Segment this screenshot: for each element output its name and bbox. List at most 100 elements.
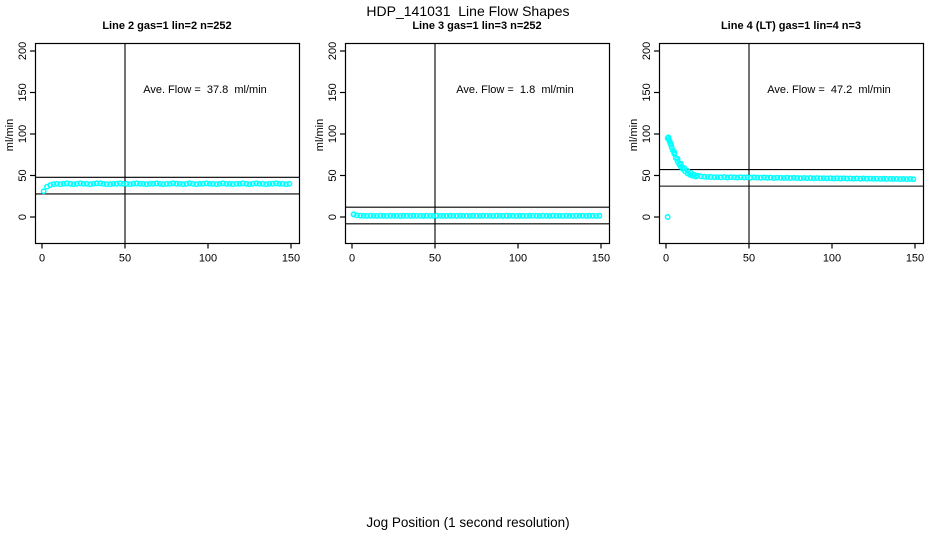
data-point: [70, 181, 77, 188]
y-tick-label: 100: [641, 125, 653, 143]
data-point: [80, 180, 87, 187]
ave-flow-annotation-line4: Ave. Flow = 47.2 ml/min: [767, 84, 891, 96]
data-point: [473, 212, 480, 219]
data-point: [354, 212, 360, 219]
data-point: [556, 212, 563, 219]
data-point: [87, 181, 94, 188]
data-point: [423, 212, 430, 219]
x-tick-label: 50: [119, 253, 131, 265]
data-point: [239, 180, 246, 187]
data-point: [173, 180, 180, 187]
data-point: [393, 212, 400, 219]
y-tick-label: 100: [327, 125, 339, 143]
data-point: [529, 212, 536, 219]
data-point: [764, 174, 771, 181]
data-point: [150, 180, 157, 187]
data-point: [160, 181, 167, 188]
data-point: [903, 176, 910, 183]
y-tick-label: 100: [17, 125, 29, 143]
data-point: [536, 212, 543, 219]
data-point: [166, 180, 173, 187]
data-point: [190, 180, 197, 187]
data-point: [834, 175, 840, 182]
data-point: [847, 175, 854, 182]
data-point: [50, 181, 57, 188]
data-point: [767, 174, 774, 181]
data-point: [180, 181, 187, 188]
data-point: [890, 176, 897, 182]
data-point: [893, 175, 900, 182]
data-point: [579, 212, 586, 219]
data-point: [817, 175, 824, 182]
data-point: [90, 180, 97, 187]
x-tick-label: 50: [429, 253, 441, 265]
data-point: [176, 180, 183, 187]
data-point: [57, 181, 64, 188]
data-point: [373, 212, 380, 219]
x-tick-label: 100: [823, 253, 841, 265]
data-point: [721, 174, 728, 180]
data-point: [246, 181, 253, 188]
data-point: [229, 181, 236, 188]
data-point: [887, 175, 894, 182]
data-point: [907, 176, 913, 182]
data-point: [130, 180, 137, 187]
data-point: [559, 212, 566, 219]
data-point: [47, 182, 54, 188]
data-point: [350, 211, 357, 218]
data-point: [163, 180, 170, 187]
data-point: [357, 212, 364, 219]
data-point: [794, 175, 801, 181]
data-point: [107, 181, 114, 188]
data-point: [73, 180, 80, 187]
data-point: [751, 174, 757, 181]
data-point: [380, 212, 387, 219]
data-point: [146, 180, 153, 187]
data-point: [456, 212, 463, 219]
data-point: [143, 181, 150, 188]
x-tick-label: 0: [349, 253, 355, 265]
data-point: [397, 212, 404, 219]
data-point: [757, 174, 764, 181]
data-point: [360, 212, 367, 219]
data-point: [433, 212, 440, 219]
data-point: [390, 212, 397, 219]
data-point: [830, 175, 837, 182]
data-point: [496, 212, 503, 219]
plot-box: [344, 42, 611, 245]
data-point: [77, 180, 84, 187]
y-tick-label: 150: [641, 83, 653, 101]
data-point: [450, 212, 457, 219]
data-point: [790, 174, 797, 181]
data-point: [263, 181, 270, 188]
data-point: [692, 173, 699, 180]
data-point: [526, 212, 533, 219]
data-point: [500, 212, 507, 219]
data-point: [533, 212, 540, 219]
data-point: [741, 174, 747, 181]
data-point: [156, 180, 163, 187]
y-tick-label: 150: [17, 83, 29, 101]
panel-title-line3: Line 3 gas=1 lin=3 n=252: [412, 20, 542, 32]
data-point: [804, 175, 811, 182]
data-point: [460, 212, 467, 219]
data-point: [256, 180, 263, 187]
ave-flow-annotation-line2: Ave. Flow = 37.8 ml/min: [143, 84, 267, 96]
data-point: [689, 172, 696, 179]
data-point: [754, 174, 761, 181]
data-point: [210, 180, 216, 187]
data-point: [266, 180, 273, 187]
data-point: [563, 212, 570, 219]
data-point: [417, 212, 424, 219]
data-point: [840, 175, 847, 182]
data-point: [867, 175, 874, 182]
data-point: [153, 180, 160, 187]
data-point: [549, 212, 556, 219]
data-point: [860, 175, 867, 182]
x-tick-label: 0: [39, 253, 45, 265]
data-point: [113, 180, 120, 187]
data-point: [483, 212, 490, 219]
data-point: [777, 174, 784, 181]
x-tick-label: 150: [592, 253, 610, 265]
